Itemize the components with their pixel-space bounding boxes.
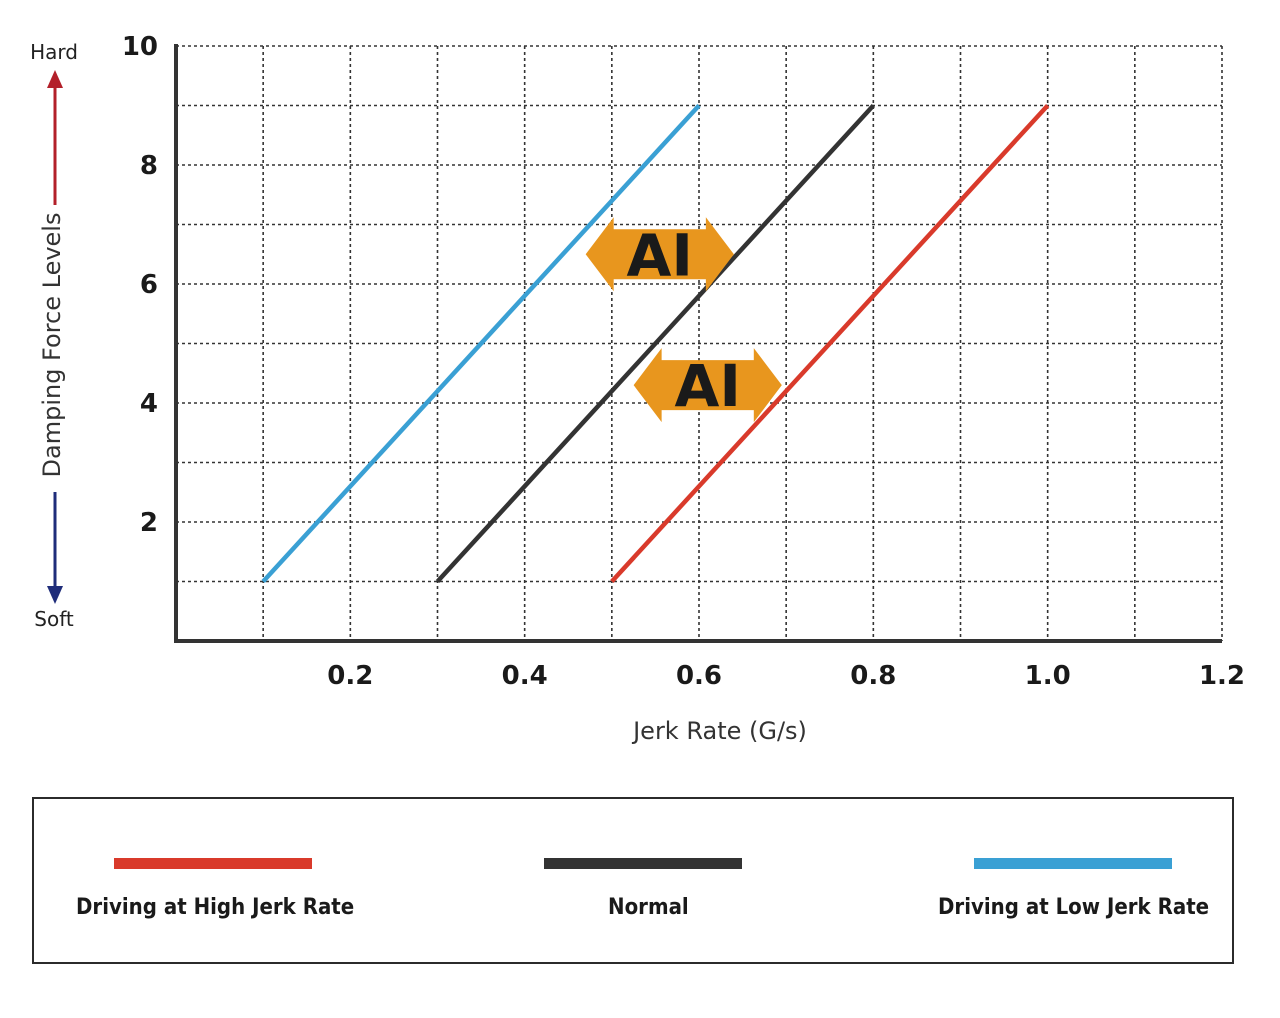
x-tick-label: 1.0 xyxy=(1025,661,1071,691)
x-tick-label: 0.8 xyxy=(850,661,896,691)
y-tick-label: 6 xyxy=(140,270,158,300)
grid xyxy=(176,45,1223,641)
hard-arrow-icon xyxy=(47,70,63,205)
ai-label-2: AI xyxy=(674,352,740,420)
legend: Driving at High Jerk Rate Normal Driving… xyxy=(32,797,1234,964)
x-tick-label: 1.2 xyxy=(1199,661,1245,691)
legend-item-high-jerk: Driving at High Jerk Rate xyxy=(76,799,376,962)
series-line-2 xyxy=(435,103,875,584)
legend-swatch-normal xyxy=(544,858,742,869)
chart: AI AI 0.2 0.4 0.6 0.8 1.0 1.2 2 4 6 8 10 Jerk Rate … xyxy=(30,32,1245,745)
y-tick-label: 4 xyxy=(140,389,158,419)
axes xyxy=(174,44,1222,643)
x-tick-label: 0.6 xyxy=(676,661,722,691)
soft-arrow-icon xyxy=(47,492,63,604)
legend-label-low-jerk: Driving at Low Jerk Rate xyxy=(938,895,1210,920)
y-tick-label: 10 xyxy=(122,32,158,62)
legend-item-normal: Normal xyxy=(544,799,844,962)
x-axis-title: Jerk Rate (G/s) xyxy=(631,717,807,745)
ai-arrow-2 xyxy=(633,348,782,423)
legend-swatch-high-jerk xyxy=(114,858,312,869)
ai-label-1: AI xyxy=(627,221,693,289)
legend-swatch-low-jerk xyxy=(974,858,1172,869)
hard-label: Hard xyxy=(30,40,78,64)
y-tick-label: 2 xyxy=(140,508,158,538)
tick-labels: 0.2 0.4 0.6 0.8 1.0 1.2 2 4 6 8 10 xyxy=(122,32,1245,691)
legend-label-high-jerk: Driving at High Jerk Rate xyxy=(76,895,355,920)
x-tick-label: 0.4 xyxy=(502,661,548,691)
legend-label-normal: Normal xyxy=(608,895,689,920)
x-tick-label: 0.2 xyxy=(327,661,373,691)
series-line-3 xyxy=(261,103,701,584)
series-line-1 xyxy=(610,103,1050,584)
y-tick-label: 8 xyxy=(140,151,158,181)
ai-arrow-1 xyxy=(585,217,734,292)
annotations-group: AI AI xyxy=(585,217,782,423)
soft-label: Soft xyxy=(34,607,74,631)
y-axis-title: Damping Force Levels xyxy=(38,213,66,478)
series-group xyxy=(261,103,1050,584)
legend-item-low-jerk: Driving at Low Jerk Rate xyxy=(938,799,1238,962)
